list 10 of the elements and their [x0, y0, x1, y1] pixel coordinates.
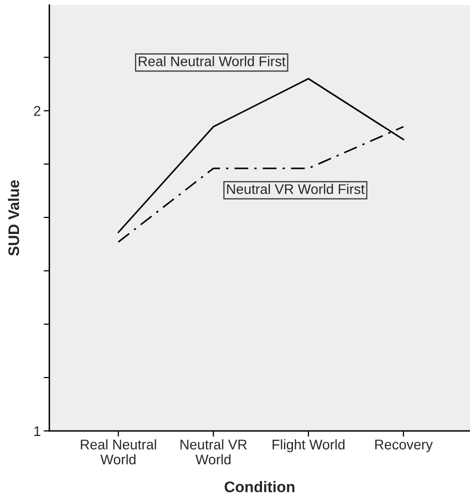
series-label: Neutral VR World First — [227, 184, 365, 194]
series-label: Real Neutral World First — [138, 56, 286, 66]
x-axis-title: Condition — [224, 481, 294, 492]
x-tick-label: Flight World — [272, 439, 344, 452]
x-tick-label: Recovery — [375, 440, 433, 452]
y-axis-title: SUD Value — [8, 180, 20, 256]
x-tick-label: Real Neutral World — [80, 439, 156, 464]
y-tick-label: 2 — [34, 106, 40, 116]
x-tick-label: Neutral VR World — [180, 439, 247, 464]
y-tick-label: 1 — [34, 426, 40, 436]
